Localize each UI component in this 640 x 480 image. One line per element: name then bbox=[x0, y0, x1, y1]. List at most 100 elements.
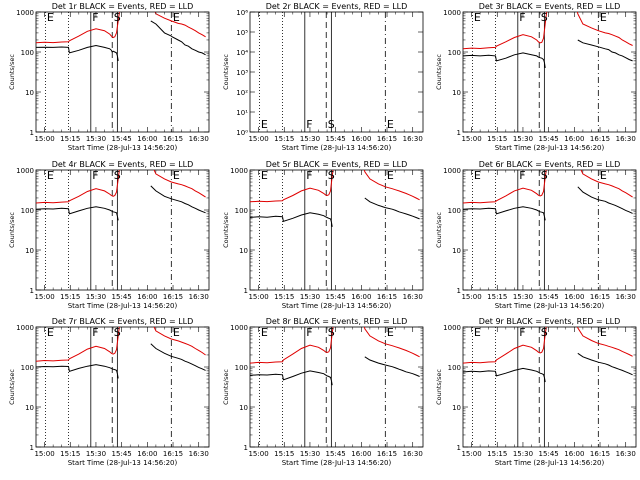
y-tick-label: 1 bbox=[30, 129, 34, 137]
plot-frame bbox=[462, 326, 637, 448]
y-tick-label: 1 bbox=[30, 444, 34, 452]
y-tick-label: 1000 bbox=[16, 167, 34, 175]
series-line-lld bbox=[250, 170, 420, 203]
y-tick-label: 100 bbox=[448, 364, 461, 372]
event-marker-label: E bbox=[173, 326, 180, 339]
plot-frame bbox=[249, 169, 424, 291]
x-tick-label: 15:00 bbox=[461, 135, 481, 143]
event-marker-label: E bbox=[387, 169, 394, 182]
y-axis-label: Counts/sec bbox=[8, 54, 16, 90]
x-tick-label: 16:15 bbox=[163, 135, 183, 143]
event-marker-label: F bbox=[306, 169, 312, 182]
subplot-det-6r: Det 6r BLACK = Events, RED = LLD 1 10 100 10… bbox=[435, 160, 637, 310]
x-axis-label: Start Time (28-Jul-13 14:56:20) bbox=[68, 302, 178, 310]
series-line-events bbox=[250, 197, 420, 227]
y-tick-label: 1000 bbox=[230, 167, 248, 175]
x-tick-label: 15:15 bbox=[60, 450, 80, 458]
x-tick-label: 16:15 bbox=[377, 450, 397, 458]
x-tick-label: 15:15 bbox=[487, 450, 507, 458]
x-tick-label: 16:00 bbox=[137, 135, 157, 143]
x-tick-label: 15:30 bbox=[86, 135, 106, 143]
x-tick-label: 15:00 bbox=[34, 450, 54, 458]
x-tick-label: 16:30 bbox=[403, 293, 423, 301]
plot-frame bbox=[35, 326, 210, 448]
plot-area bbox=[250, 327, 420, 447]
y-axis-label: Counts/sec bbox=[222, 212, 230, 248]
series-line-lld bbox=[36, 327, 206, 362]
y-tick-label: 10⁵ bbox=[236, 29, 248, 37]
x-tick-label: 16:15 bbox=[590, 293, 610, 301]
x-tick-label: 16:00 bbox=[564, 293, 584, 301]
y-tick-label: 10 bbox=[452, 89, 461, 97]
series-line-lld bbox=[463, 170, 633, 204]
x-axis-label: Start Time (28-Jul-13 14:56:20) bbox=[282, 144, 392, 152]
y-tick-label: 10⁶ bbox=[236, 9, 248, 17]
y-tick-label: 10 bbox=[25, 247, 34, 255]
y-axis-label: Counts/sec bbox=[8, 212, 16, 248]
x-tick-label: 15:45 bbox=[539, 293, 559, 301]
y-tick-label: 10⁰ bbox=[236, 129, 248, 137]
x-axis-label: Start Time (28-Jul-13 14:56:20) bbox=[68, 459, 178, 467]
plot-area bbox=[36, 327, 206, 447]
y-tick-label: 10⁴ bbox=[236, 49, 248, 57]
event-marker-label: S bbox=[114, 11, 121, 24]
event-marker-label: F bbox=[519, 169, 525, 182]
subplot-det-1r: Det 1r BLACK = Events, RED = LLD 1 10 100 10… bbox=[8, 2, 210, 152]
plot-title: Det 8r BLACK = Events, RED = LLD bbox=[266, 317, 408, 326]
x-tick-label: 16:00 bbox=[137, 450, 157, 458]
x-tick-label: 15:00 bbox=[34, 135, 54, 143]
x-tick-label: 15:15 bbox=[274, 135, 294, 143]
x-tick-label: 16:30 bbox=[403, 135, 423, 143]
y-tick-label: 1000 bbox=[230, 324, 248, 332]
y-tick-label: 1000 bbox=[443, 167, 461, 175]
y-tick-label: 10¹ bbox=[236, 109, 248, 117]
series-line-events bbox=[36, 185, 206, 221]
plot-frame bbox=[462, 11, 637, 133]
x-tick-label: 16:00 bbox=[564, 135, 584, 143]
plot-frame bbox=[249, 11, 424, 133]
subplot-det-7r: Det 7r BLACK = Events, RED = LLD 1 10 100 10… bbox=[8, 317, 210, 467]
event-marker-label: E bbox=[474, 169, 481, 182]
y-tick-label: 10 bbox=[452, 404, 461, 412]
x-tick-label: 16:15 bbox=[590, 135, 610, 143]
x-tick-label: 15:15 bbox=[60, 293, 80, 301]
x-tick-label: 15:45 bbox=[112, 293, 132, 301]
series-line-events bbox=[463, 39, 633, 68]
x-tick-label: 15:15 bbox=[487, 135, 507, 143]
x-tick-label: 15:45 bbox=[112, 450, 132, 458]
series-line-events bbox=[250, 356, 420, 386]
event-marker-label: S bbox=[114, 326, 121, 339]
subplot-det-9r: Det 9r BLACK = Events, RED = LLD 1 10 100 10… bbox=[435, 317, 637, 467]
y-axis-label: Counts/sec bbox=[435, 54, 443, 90]
event-marker-label: E bbox=[47, 169, 54, 182]
event-marker-label: E bbox=[387, 326, 394, 339]
plot-area bbox=[463, 170, 633, 290]
x-tick-label: 15:30 bbox=[86, 450, 106, 458]
y-tick-label: 100 bbox=[235, 364, 248, 372]
x-tick-label: 16:30 bbox=[616, 293, 636, 301]
series-line-events bbox=[463, 186, 633, 221]
x-tick-label: 15:00 bbox=[461, 450, 481, 458]
x-axis-label: Start Time (28-Jul-13 14:56:20) bbox=[495, 302, 605, 310]
event-marker-label: E bbox=[600, 326, 607, 339]
x-tick-label: 15:00 bbox=[248, 450, 268, 458]
x-tick-label: 16:00 bbox=[351, 293, 371, 301]
x-tick-label: 15:30 bbox=[300, 135, 320, 143]
event-marker-label: E bbox=[387, 118, 394, 131]
y-tick-label: 100 bbox=[21, 364, 34, 372]
x-tick-label: 16:30 bbox=[189, 135, 209, 143]
x-tick-label: 15:30 bbox=[300, 450, 320, 458]
event-marker-label: S bbox=[328, 326, 335, 339]
y-tick-label: 1000 bbox=[16, 324, 34, 332]
x-tick-label: 15:15 bbox=[60, 135, 80, 143]
y-tick-label: 1 bbox=[457, 287, 461, 295]
y-tick-label: 1 bbox=[244, 444, 248, 452]
x-tick-label: 16:30 bbox=[189, 450, 209, 458]
event-marker-label: S bbox=[328, 169, 335, 182]
subplot-det-2r: Det 2r BLACK = Events, RED = LLD 10⁰ 10¹ 10… bbox=[222, 2, 424, 152]
y-tick-label: 1 bbox=[244, 287, 248, 295]
x-tick-label: 15:45 bbox=[326, 135, 346, 143]
event-marker-label: E bbox=[47, 11, 54, 24]
event-marker-label: F bbox=[306, 326, 312, 339]
event-marker-label: F bbox=[519, 11, 525, 24]
